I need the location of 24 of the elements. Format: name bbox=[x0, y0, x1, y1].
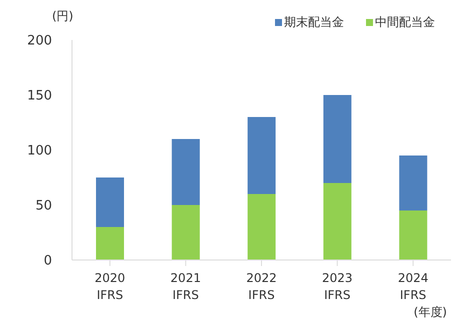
x-axis-title: (年度) bbox=[414, 304, 447, 321]
y-tick-label: 50 bbox=[35, 198, 52, 214]
y-axis-title: (円) bbox=[52, 8, 74, 25]
bar bbox=[172, 205, 200, 260]
y-tick-label: 100 bbox=[27, 144, 52, 159]
bar bbox=[96, 178, 124, 227]
y-tick-label: 200 bbox=[27, 34, 52, 49]
x-tick-label: 2020 IFRS bbox=[94, 271, 126, 302]
x-tick-label: 2023 IFRS bbox=[322, 271, 353, 302]
bar bbox=[399, 210, 428, 260]
bar bbox=[323, 95, 352, 183]
x-tick-label: 2022 IFRS bbox=[246, 271, 277, 302]
bar bbox=[248, 194, 276, 260]
x-tick-label: 2024 IFRS bbox=[398, 271, 428, 302]
bar bbox=[323, 183, 352, 260]
x-tick-label: 2021 IFRS bbox=[170, 271, 201, 302]
bar bbox=[172, 139, 200, 205]
bar bbox=[399, 156, 428, 210]
bar bbox=[96, 227, 124, 260]
legend-label: 期末配当金 bbox=[283, 14, 344, 31]
bar bbox=[248, 117, 276, 194]
y-tick-label: 150 bbox=[27, 88, 52, 104]
y-tick-label: 0 bbox=[44, 254, 52, 269]
legend-label: 中間配当金 bbox=[374, 14, 435, 31]
